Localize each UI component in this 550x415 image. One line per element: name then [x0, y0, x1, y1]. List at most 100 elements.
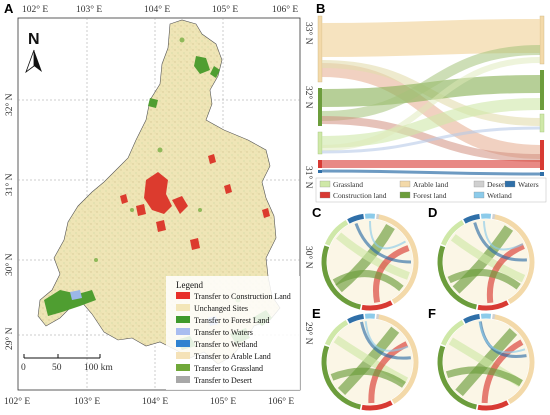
tick-right-1: 32° N	[303, 86, 314, 109]
sankey-panel: B	[315, 1, 547, 203]
legend-title: Legend	[176, 280, 203, 290]
tick-left-1: 31° N	[4, 173, 15, 196]
chord-ribbon	[482, 221, 524, 251]
north-label: N	[28, 31, 40, 48]
chord-ribbon	[478, 321, 526, 354]
tick-left-3: 29° N	[4, 327, 15, 350]
chord-arc	[477, 300, 509, 311]
chord-arc	[321, 245, 361, 310]
scale-label-2: 100 km	[84, 363, 113, 373]
scale-label-1: 50	[52, 363, 62, 373]
scale-label-0: 0	[21, 363, 26, 373]
tick-bottom-1: 103° E	[74, 396, 100, 407]
sankey-legend-swatch-6	[473, 191, 485, 199]
left-tick-labels: 32° N 31° N 30° N 29° N	[4, 93, 15, 350]
map-panel: 102° E 103° E 104° E 105° E 106° E 102° …	[4, 1, 314, 407]
chord-ribbon	[368, 341, 409, 404]
chord-ribbon	[486, 243, 525, 304]
north-arrow-icon: N	[25, 31, 42, 74]
chord-panels: C D E F	[312, 205, 535, 411]
legend-item-label-2: Transfer to Forest Land	[194, 316, 269, 325]
legend-swatch-6	[176, 364, 190, 371]
chord-arc	[377, 214, 419, 304]
sankey-legend-label-3: Waters	[518, 180, 539, 189]
chord-arc	[463, 313, 481, 324]
tick-right-0: 33° N	[303, 22, 314, 45]
top-tick-labels: 102° E 103° E 104° E 105° E 106° E	[22, 4, 298, 15]
sankey-legend-swatch-2	[473, 180, 485, 188]
panel-label-f: F	[428, 306, 436, 321]
chord-arc	[477, 400, 509, 411]
legend-swatch-7	[176, 376, 190, 383]
legend-item-label-6: Transfer to Grassland	[194, 364, 263, 373]
panel-label-b: B	[316, 1, 325, 16]
tick-top-4: 106° E	[272, 4, 298, 15]
sankey-legend-swatch-0	[319, 180, 331, 188]
legend-swatch-3	[176, 328, 190, 335]
legend-item-label-3: Transfer to Waters	[194, 328, 253, 337]
chord-arc	[347, 213, 365, 224]
chord-arc	[463, 213, 481, 224]
chord-ribbon	[481, 339, 524, 404]
chord-arc	[437, 345, 477, 410]
sankey-legend: Grassland Arable land Desert Waters Construc…	[315, 177, 547, 203]
sankey-legend-label-6: Wetland	[487, 191, 512, 200]
chord-ribbon	[473, 222, 527, 262]
legend-swatch-5	[176, 352, 190, 359]
panel-label-d: D	[428, 205, 437, 220]
chord-diagram-d	[437, 213, 535, 311]
panel-label-e: E	[312, 306, 321, 321]
legend-swatch-0	[176, 292, 190, 299]
chord-arc	[493, 314, 535, 404]
chord-ribbon	[447, 268, 521, 290]
legend-swatch-2	[176, 316, 190, 323]
tick-right-2: 31° N	[303, 166, 314, 189]
tick-bottom-2: 104° E	[142, 396, 168, 407]
chord-arc	[493, 214, 535, 304]
tick-top-2: 104° E	[144, 4, 170, 15]
sankey-legend-swatch-5	[399, 191, 411, 199]
tick-top-3: 105° E	[212, 4, 238, 15]
tick-left-0: 32° N	[4, 93, 15, 116]
tick-right-3: 30° N	[303, 246, 314, 269]
chord-arc	[440, 320, 465, 346]
sankey-legend-label-2: Desert	[487, 180, 507, 189]
chord-arc	[377, 314, 419, 404]
scale-bar: 0 50 100 km	[21, 354, 113, 373]
legend-swatch-4	[176, 340, 190, 347]
legend-item-label-4: Transfer to Wetland	[194, 340, 257, 349]
legend-swatch-1	[176, 304, 190, 311]
legend-item-label-1: Unchanged Sites	[194, 304, 248, 313]
chord-ribbon	[369, 220, 406, 250]
right-tick-labels: 33° N 32° N 31° N 30° N 29° N	[303, 22, 314, 345]
chord-ribbon	[364, 321, 409, 352]
panel-label-c: C	[312, 205, 322, 220]
chord-ribbon	[360, 321, 411, 360]
sankey-right-nodes	[539, 15, 545, 176]
panel-label-a: A	[4, 1, 14, 16]
legend-item-label-7: Transfer to Desert	[194, 376, 253, 385]
chord-ribbon	[450, 234, 526, 283]
chord-ribbon	[445, 366, 523, 387]
tick-right-4: 29° N	[303, 322, 314, 345]
chord-arc	[361, 400, 393, 411]
construction-land	[120, 154, 270, 250]
chord-ribbon	[333, 335, 409, 385]
bottom-tick-labels: 102° E 103° E 104° E 105° E 106° E	[4, 396, 294, 407]
tick-bottom-0: 102° E	[4, 396, 30, 407]
sankey-left-nodes	[317, 15, 323, 173]
sankey-legend-swatch-1	[399, 180, 411, 188]
sankey-legend-label-5: Forest land	[413, 191, 447, 200]
tick-top-1: 103° E	[76, 4, 102, 15]
sankey-legend-swatch-3	[504, 180, 516, 188]
chord-arc	[437, 245, 477, 310]
sankey-legend-swatch-4	[319, 191, 331, 199]
chord-ribbon	[332, 270, 404, 292]
sankey-legend-label-1: Arable land	[413, 180, 448, 189]
chord-diagram-e	[321, 313, 419, 411]
tick-bottom-4: 106° E	[268, 396, 294, 407]
chord-arc	[440, 220, 465, 246]
chord-ribbon	[373, 245, 410, 303]
chord-arc	[324, 220, 349, 246]
